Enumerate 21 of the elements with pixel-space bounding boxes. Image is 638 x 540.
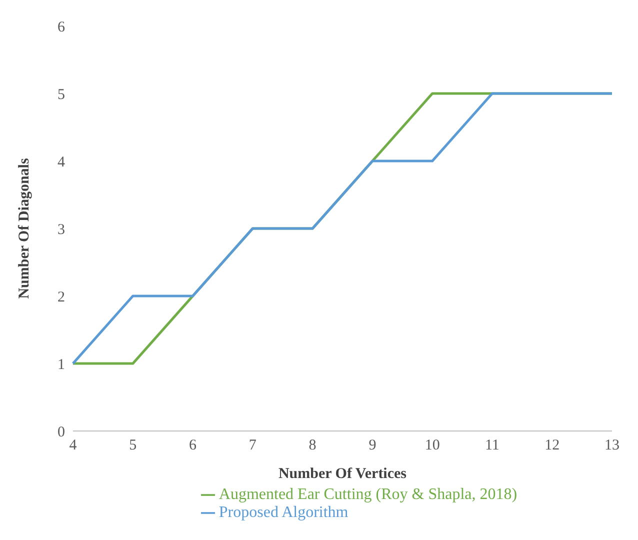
x-axis-title: Number Of Vertices xyxy=(278,466,407,482)
y-tick-label: 6 xyxy=(58,19,66,36)
x-tick-label: 13 xyxy=(604,438,620,454)
x-tick-label: 9 xyxy=(368,438,376,454)
y-tick-label: 4 xyxy=(58,154,66,170)
x-tick-label: 8 xyxy=(308,438,316,454)
y-tick-label: 5 xyxy=(58,86,65,103)
x-tick-label: 12 xyxy=(544,438,560,454)
x-tick-label: 4 xyxy=(69,438,78,454)
x-tick-label: 11 xyxy=(484,438,500,454)
x-tick-label: 5 xyxy=(129,438,137,454)
y-tick-label: 1 xyxy=(58,356,65,373)
y-tick-label: 3 xyxy=(58,222,65,238)
legend-label: Proposed Algorithm xyxy=(218,504,348,521)
x-tick-label: 6 xyxy=(189,438,198,454)
x-tick-label: 10 xyxy=(424,438,440,454)
y-tick-label: 2 xyxy=(58,289,65,306)
y-axis-title: Number Of Diagonals xyxy=(16,158,32,299)
x-tick-label: 7 xyxy=(248,438,257,454)
legend-label: Augmented Ear Cutting (Roy & Shapla, 2018) xyxy=(218,486,518,503)
y-tick-label: 0 xyxy=(58,424,65,440)
